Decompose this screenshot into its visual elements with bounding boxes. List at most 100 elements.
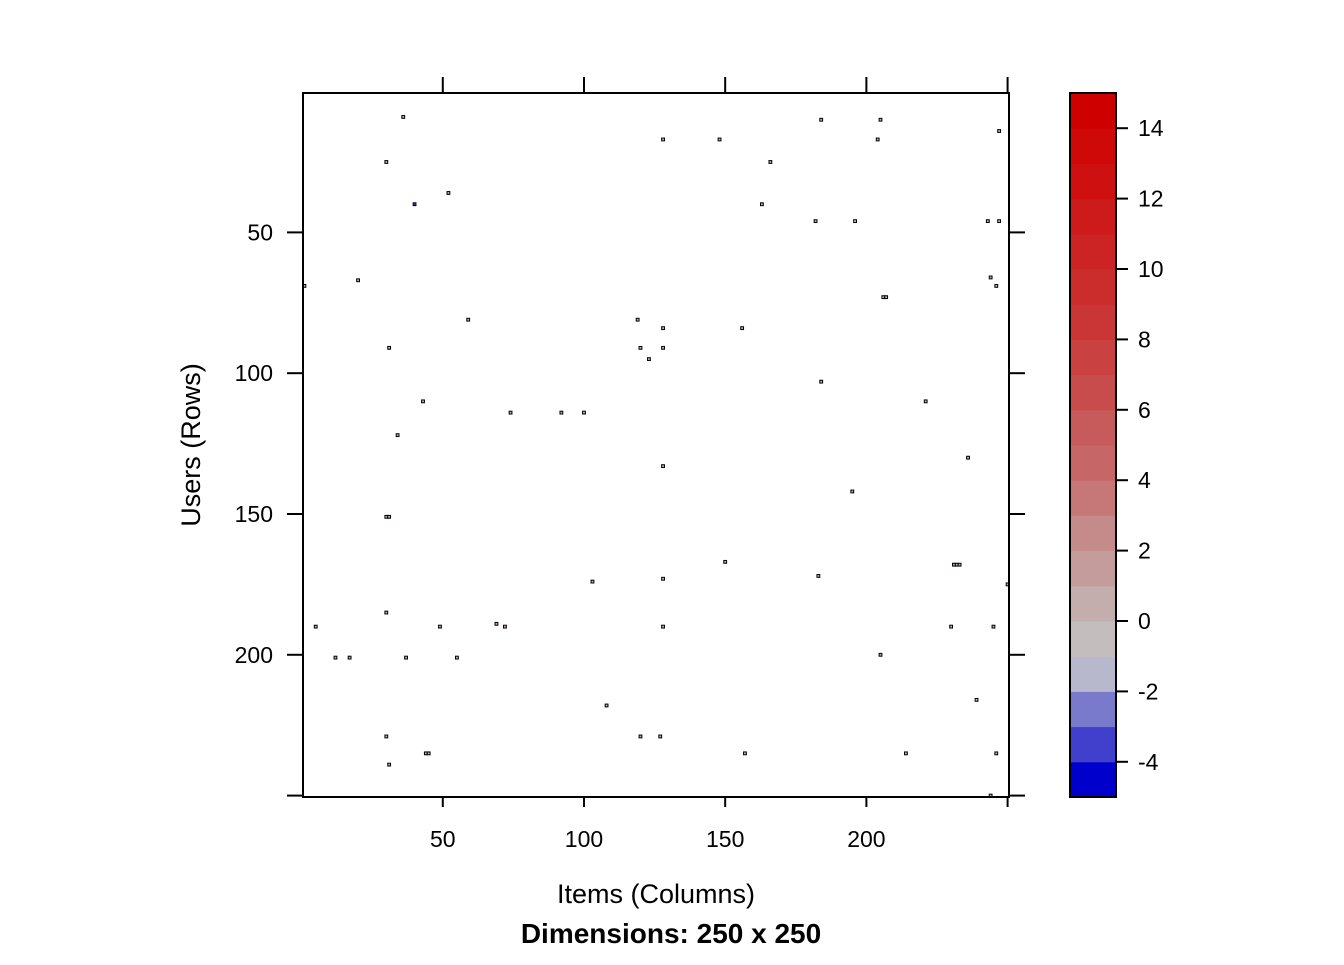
heatmap-cell [813, 219, 818, 224]
colorbar-swatch [1070, 233, 1116, 270]
heatmap-cell [853, 219, 857, 224]
colorbar-swatch [1070, 374, 1116, 411]
heatmap-cell [384, 734, 389, 739]
heatmap-cell [997, 219, 1002, 224]
heatmap-cell [590, 579, 595, 584]
heatmap-cell [647, 357, 651, 362]
heatmap-cell [494, 621, 499, 626]
colorbar-frame [1069, 92, 1117, 798]
heatmap-cell [661, 326, 665, 331]
colorbar-tick-label: -4 [1138, 749, 1159, 775]
heatmap-cell [384, 610, 389, 615]
colorbar-tick-label: -2 [1138, 678, 1158, 704]
x-axis: 50 100 150 200 [430, 77, 1009, 852]
heatmap-cell [446, 191, 451, 195]
heatmap-cell [878, 117, 883, 122]
heatmap-cell [333, 655, 338, 660]
x-tick-label: 100 [565, 826, 603, 852]
colorbar-swatch [1070, 269, 1116, 305]
heatmap-cell [661, 464, 665, 469]
heatmap-cell [966, 455, 970, 460]
heatmap-cell [661, 624, 665, 629]
colorbar-swatch [1070, 515, 1116, 552]
colorbar-swatch [1070, 585, 1116, 622]
heatmap-cell [635, 317, 640, 322]
colorbar [1069, 92, 1117, 798]
colorbar-swatch [1070, 128, 1116, 164]
colorbar-axis: -4 -2 0 2 4 6 8 10 12 14 [1116, 115, 1164, 775]
colorbar-swatch [1070, 198, 1116, 235]
heatmap-cell [740, 326, 745, 331]
heatmap-cell [949, 624, 954, 629]
heatmap-cell [347, 655, 352, 660]
x-tick-label: 150 [706, 826, 744, 852]
heatmap-cell [421, 399, 425, 404]
heatmap-cell [426, 751, 431, 756]
heatmap-cell [717, 137, 722, 142]
colorbar-swatch [1070, 445, 1116, 481]
heatmap-cell [604, 703, 609, 708]
colorbar-swatch [1070, 409, 1116, 446]
heatmap-cell [412, 202, 417, 207]
heatmap-cell [723, 559, 728, 564]
y-tick-label: 200 [235, 642, 273, 668]
colorbar-tick-label: 8 [1138, 326, 1151, 352]
heatmap-cell [994, 283, 999, 288]
heatmap-cell [819, 379, 824, 384]
heatmap-cell [658, 734, 663, 739]
heatmap-cell [957, 562, 962, 567]
chart-subtitle: Dimensions: 250 x 250 [521, 918, 821, 949]
colorbar-swatch [1070, 621, 1116, 657]
heatmap-cell [438, 624, 442, 629]
heatmap-cell [638, 734, 643, 739]
heatmap-cell [661, 137, 665, 142]
heatmap-cell [387, 762, 392, 767]
heatmap-cell [904, 751, 908, 756]
x-tick-label: 200 [847, 826, 885, 852]
heatmap-cell [384, 160, 389, 164]
heatmap-cell [994, 751, 999, 756]
y-axis: 50 100 150 200 [235, 219, 1025, 797]
heatmap-cell [313, 624, 318, 629]
heatmap-cell [356, 278, 360, 283]
heatmap-cell [991, 624, 996, 629]
y-axis-title: Users (Rows) [176, 363, 206, 527]
heatmap-cell [559, 410, 564, 415]
heatmap-cell [387, 514, 392, 519]
heatmap-cell [661, 576, 665, 581]
colorbar-swatch [1070, 761, 1116, 798]
heatmap-cell [503, 624, 507, 629]
heatmap-cell [759, 202, 764, 207]
colorbar-swatch [1070, 691, 1116, 728]
colorbar-swatch [1070, 550, 1116, 587]
heatmap-cell [819, 117, 824, 122]
heatmap-cell [850, 489, 855, 494]
heatmap-cell [401, 115, 406, 119]
heatmap-cell [661, 345, 665, 350]
heatmap-cells [302, 115, 1010, 798]
colorbar-swatch [1070, 656, 1116, 692]
heatmap-cell [878, 652, 883, 657]
heatmap-cell [974, 697, 979, 702]
colorbar-tick-label: 6 [1138, 397, 1151, 423]
colorbar-swatch [1070, 93, 1116, 129]
heatmap-cell [988, 275, 993, 280]
colorbar-swatch [1070, 726, 1116, 763]
heatmap-cell [395, 433, 400, 438]
heatmap-cell [884, 295, 889, 300]
y-tick-label: 150 [235, 501, 273, 527]
heatmap-cell [816, 574, 821, 578]
heatmap-cell [638, 345, 643, 350]
heatmap-cell [985, 219, 990, 224]
colorbar-swatch [1070, 339, 1116, 376]
colorbar-tick-label: 2 [1138, 538, 1151, 564]
heatmap-cell [923, 399, 928, 404]
plot-frame [302, 92, 1010, 798]
colorbar-swatch [1070, 304, 1116, 340]
colorbar-tick-label: 0 [1138, 608, 1151, 634]
heatmap-cell [768, 160, 773, 164]
heatmap-cell [875, 137, 880, 142]
heatmap-cell [404, 655, 408, 660]
